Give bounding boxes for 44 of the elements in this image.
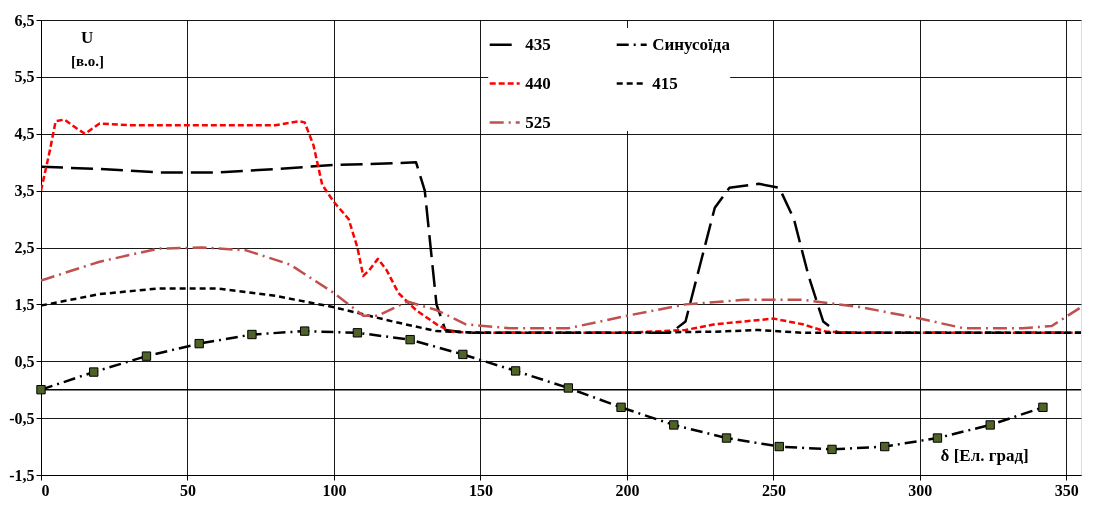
x-axis-title: δ [Ел. град] (940, 446, 1029, 465)
point (669, 420, 679, 430)
y-tick-label: 1,5 (14, 295, 35, 313)
point (985, 420, 995, 430)
point (247, 329, 257, 340)
point (194, 338, 204, 349)
point (563, 383, 574, 393)
x-tick-label: 250 (761, 481, 786, 499)
y-tick-label: -1,5 (9, 466, 35, 484)
legend-label: 440 (525, 73, 551, 93)
x-tick-label: 350 (1054, 481, 1079, 499)
point (932, 433, 943, 443)
point (616, 402, 626, 412)
point (405, 334, 415, 345)
y-tick-label: 2,5 (14, 239, 35, 256)
y-tick-label: 6,5 (14, 11, 35, 29)
point (352, 328, 363, 338)
point (89, 367, 99, 377)
point (299, 326, 310, 336)
y-tick-label: -0,5 (9, 409, 35, 427)
point (827, 444, 837, 455)
point (721, 433, 732, 443)
point (141, 351, 152, 361)
x-tick-label: 0 (41, 481, 50, 499)
x-tick-label: 150 (468, 481, 493, 499)
point (458, 349, 468, 360)
x-tick-label: 200 (615, 481, 640, 499)
point (774, 441, 784, 452)
point (880, 441, 890, 452)
legend-label: 525 (525, 112, 551, 132)
y-tick-label: 4,5 (14, 125, 35, 143)
x-tick-label: 100 (322, 481, 347, 499)
y-tick-label: 5,5 (14, 68, 35, 86)
point (1038, 402, 1048, 412)
y-tick-label: 3,5 (14, 182, 35, 200)
y-axis-title: U [в.о.] (71, 28, 105, 69)
x-tick-label: 300 (908, 481, 933, 499)
x-tick-label: 50 (179, 481, 196, 499)
point (510, 366, 521, 376)
point (36, 385, 46, 395)
legend-label: 415 (652, 73, 678, 93)
legend-label: Синусоїда (652, 34, 731, 54)
y-tick-label: 0,5 (14, 352, 35, 370)
legend-label: 435 (525, 34, 551, 54)
